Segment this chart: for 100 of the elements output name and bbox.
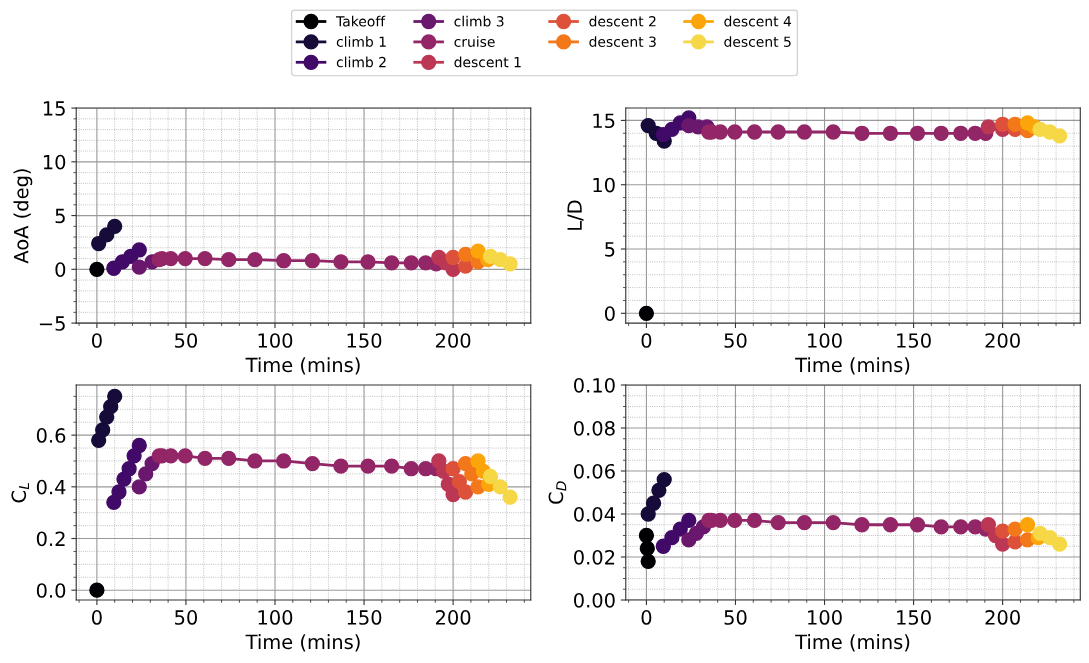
point	[360, 458, 376, 474]
point	[770, 514, 786, 531]
point	[639, 540, 655, 557]
y-tick-label: 0.4	[36, 479, 66, 495]
point	[221, 450, 237, 467]
point	[107, 218, 123, 234]
point	[247, 252, 263, 268]
point	[727, 124, 743, 140]
point	[980, 517, 997, 533]
point	[638, 305, 655, 321]
point	[177, 448, 193, 464]
point	[221, 252, 237, 268]
point	[727, 512, 743, 529]
point	[107, 388, 123, 405]
point	[131, 259, 147, 275]
legend-label: descent 2	[589, 15, 656, 27]
point	[470, 243, 486, 259]
point	[909, 125, 926, 141]
legend-label: descent 5	[724, 36, 791, 47]
x-axis-title: Time (mins)	[795, 634, 910, 652]
y-tick-label: 0.10	[574, 377, 615, 393]
y-tick-label: 0.0	[36, 583, 66, 598]
point	[909, 517, 926, 533]
legend-label: descent 4	[724, 15, 792, 27]
y-tick-label: 5	[605, 242, 615, 257]
point	[882, 125, 899, 141]
point	[304, 253, 321, 269]
point	[131, 479, 147, 495]
x-tick-label: 0	[641, 333, 652, 348]
x-tick-label: 50	[724, 610, 747, 625]
x-tick-label: 200	[435, 610, 471, 625]
x-tick-label: 150	[897, 333, 931, 348]
legend-label: descent 1	[454, 56, 521, 68]
point	[131, 437, 147, 454]
legend-label: climb 3	[454, 15, 504, 27]
x-tick-label: 150	[897, 610, 931, 625]
x-axis-title: Time (mins)	[245, 357, 360, 375]
point	[953, 519, 969, 535]
point	[980, 119, 997, 135]
point	[197, 250, 213, 267]
x-tick-label: 150	[347, 333, 382, 348]
x-tick-label: 50	[175, 333, 198, 348]
point	[457, 246, 474, 262]
y-tick-label: 0.04	[574, 506, 615, 522]
point	[1007, 521, 1023, 537]
x-tick-label: 200	[985, 610, 1020, 625]
point	[1051, 128, 1068, 144]
y-tick-label: −5	[39, 316, 65, 331]
point	[197, 450, 213, 467]
x-tick-label: 200	[435, 333, 471, 348]
point	[121, 461, 137, 477]
y-tick-label: 0	[604, 306, 615, 321]
point	[1019, 517, 1036, 533]
point	[177, 250, 193, 267]
x-tick-label: 0	[91, 333, 102, 348]
point	[304, 455, 321, 472]
legend-label: cruise	[454, 36, 495, 47]
point	[953, 125, 969, 141]
point	[276, 253, 292, 269]
point	[89, 261, 105, 277]
x-axis-title: Time (mins)	[795, 357, 910, 375]
y-axis-title: AoA (deg)	[13, 169, 33, 264]
point	[854, 125, 870, 141]
point	[645, 495, 662, 511]
point	[492, 479, 508, 495]
point	[89, 582, 105, 598]
point	[655, 538, 671, 554]
point	[854, 517, 870, 533]
y-tick-label: 5	[55, 208, 65, 224]
x-tick-label: 100	[258, 610, 293, 625]
x-tick-label: 200	[985, 333, 1020, 348]
point	[445, 486, 461, 503]
point	[825, 124, 841, 140]
point	[681, 512, 697, 529]
point	[333, 458, 349, 474]
x-tick-label: 50	[724, 333, 747, 348]
x-tick-label: 50	[175, 610, 198, 625]
legend-label: climb 2	[336, 56, 386, 68]
y-axis-title: C$_{D}$	[548, 481, 567, 504]
point	[656, 471, 672, 488]
point	[111, 484, 127, 500]
point	[445, 249, 461, 266]
y-tick-label: 10	[43, 154, 66, 170]
y-axis-title: C$_{L}$	[11, 482, 30, 503]
y-tick-label: 0.00	[574, 592, 615, 608]
point	[482, 468, 499, 485]
point	[445, 461, 461, 477]
y-tick-label: 0.6	[36, 428, 66, 443]
point	[770, 124, 786, 140]
point	[360, 254, 376, 270]
x-tick-label: 100	[808, 333, 842, 348]
point	[746, 512, 763, 529]
y-tick-label: 0	[55, 262, 66, 277]
point	[825, 514, 841, 531]
point	[131, 242, 147, 258]
point	[95, 422, 111, 438]
y-tick-label: 15	[593, 113, 615, 129]
y-axis-title: L/D	[567, 200, 584, 230]
x-tick-label: 0	[641, 610, 652, 625]
point	[933, 519, 949, 535]
